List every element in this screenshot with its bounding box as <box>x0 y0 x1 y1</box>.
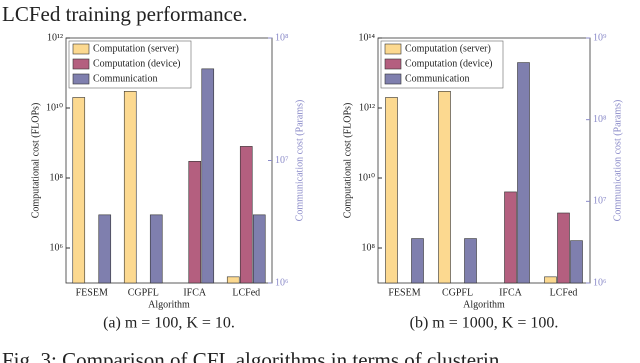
bar <box>557 212 570 284</box>
bar <box>570 240 583 284</box>
legend-label: Computation (server) <box>93 43 179 54</box>
y2-axis-label: Communication cost (Params) <box>612 100 623 222</box>
bar <box>504 191 517 284</box>
bar <box>188 161 202 284</box>
x-tick-label: FESEM <box>76 287 108 298</box>
legend-box <box>68 40 192 89</box>
bar <box>464 238 477 284</box>
y2-axis-label: Communication cost (Params) <box>294 100 305 222</box>
y-tick-label: 10¹² <box>359 102 375 113</box>
plot-frame <box>377 37 591 284</box>
legend-box <box>380 40 504 89</box>
x-axis-label: Algorithm <box>463 299 505 310</box>
x-tick-label: CGPFL <box>442 287 473 298</box>
y2-tick-label: 10⁸ <box>593 114 607 125</box>
y-tick-label: 10¹⁰ <box>358 172 375 183</box>
y2-tick-label: 10⁶ <box>275 277 289 288</box>
y2-tick-label: 10⁷ <box>275 155 289 166</box>
footer-text: Fig. 3: Comparison of CFL algorithms in … <box>2 348 500 363</box>
bar <box>411 238 424 284</box>
x-tick-label: CGPFL <box>128 287 159 298</box>
bar <box>226 276 240 284</box>
legend-label: Communication <box>405 73 469 84</box>
legend-swatch <box>384 43 402 55</box>
y-tick-label: 10¹⁰ <box>46 102 63 113</box>
bar <box>517 62 530 284</box>
bar <box>385 97 398 284</box>
bar <box>72 97 86 284</box>
bar <box>438 91 451 284</box>
y-tick-label: 10¹² <box>47 32 63 43</box>
y2-tick-label: 10⁸ <box>275 32 289 43</box>
bar <box>252 214 266 284</box>
x-axis-label: Algorithm <box>148 299 190 310</box>
y-axis-label: Computational cost (FLOPs) <box>342 103 353 219</box>
y-tick-label: 10¹⁴ <box>359 32 376 43</box>
legend-swatch <box>72 73 90 85</box>
legend-label: Computation (device) <box>93 58 180 69</box>
x-tick-label: LCFed <box>550 287 578 298</box>
bar <box>149 214 163 284</box>
y2-tick-label: 10⁷ <box>593 196 607 207</box>
y2-tick-label: 10⁶ <box>593 277 607 288</box>
legend-swatch <box>72 43 90 55</box>
header-text: LCFed training performance. <box>2 2 248 26</box>
bar <box>98 214 112 284</box>
y-tick-label: 10⁸ <box>362 242 376 253</box>
legend-swatch <box>72 58 90 70</box>
y-tick-label: 10⁶ <box>50 242 64 253</box>
legend-swatch <box>384 73 402 85</box>
caption: (a) m = 100, K = 10. <box>103 315 235 332</box>
legend-label: Communication <box>93 73 157 84</box>
caption: (b) m = 1000, K = 100. <box>410 315 559 332</box>
legend-label: Computation (device) <box>405 58 492 69</box>
y2-tick-label: 10⁹ <box>593 32 607 43</box>
bar <box>239 146 253 284</box>
legend-label: Computation (server) <box>405 43 491 54</box>
bar <box>201 68 215 284</box>
y-axis-label: Computational cost (FLOPs) <box>30 103 41 219</box>
y-tick-label: 10⁸ <box>50 172 64 183</box>
bar <box>544 276 557 284</box>
x-tick-label: IFCA <box>183 287 207 298</box>
x-tick-label: IFCA <box>499 287 523 298</box>
bar <box>123 91 137 284</box>
x-tick-label: LCFed <box>232 287 260 298</box>
legend-swatch <box>384 58 402 70</box>
x-tick-label: FESEM <box>388 287 420 298</box>
